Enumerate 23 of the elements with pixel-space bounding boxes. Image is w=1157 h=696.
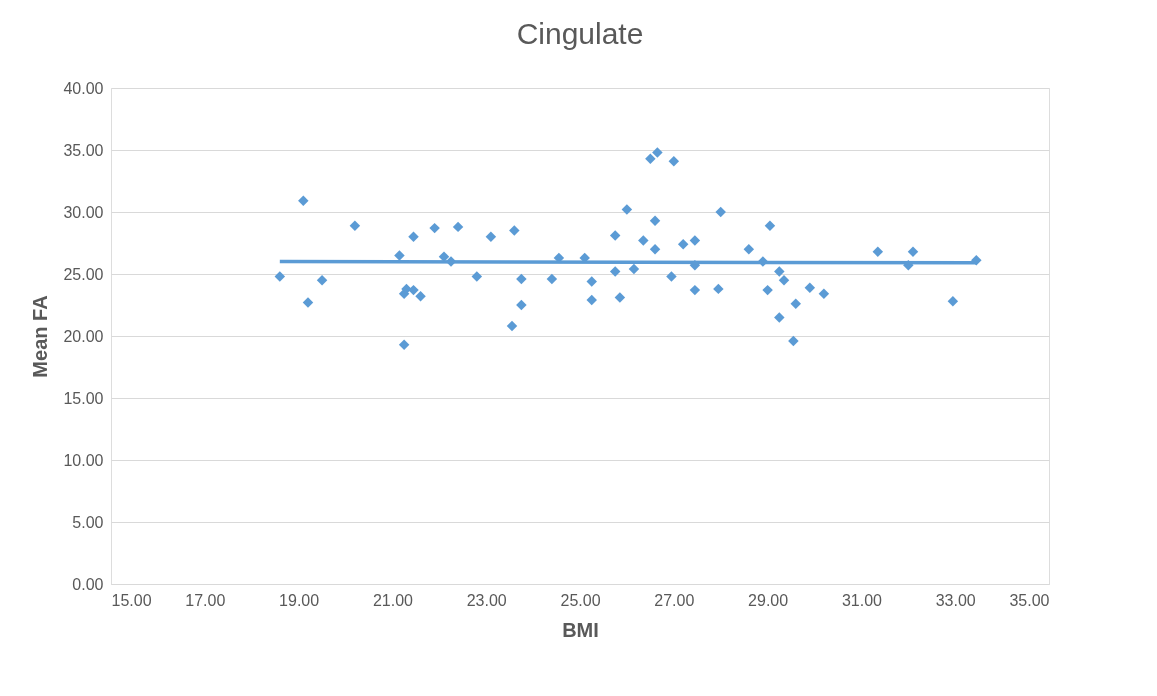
y-tick-label: 30.00 [63,203,104,221]
x-tick-label: 27.00 [654,591,695,609]
y-tick-label: 15.00 [63,389,104,407]
y-tick-label: 20.00 [63,327,104,345]
y-tick-label: 35.00 [63,141,104,159]
x-tick-label: 33.00 [935,591,976,609]
chart-title: Cingulate [516,17,644,50]
x-tick-label: 17.00 [185,591,226,609]
y-tick-label: 0.00 [72,575,104,593]
y-tick-label: 5.00 [72,513,104,531]
x-tick-label: 15.00 [111,591,152,609]
x-tick-label: 19.00 [279,591,320,609]
y-tick-label: 25.00 [63,265,104,283]
x-tick-label: 35.00 [1009,591,1050,609]
x-tick-label: 21.00 [372,591,414,609]
y-tick-label: 10.00 [63,451,104,469]
x-axis-title: BMI [562,618,599,641]
y-axis-title: Mean FA [29,295,52,378]
x-tick-label: 23.00 [466,591,507,609]
x-tick-label: 29.00 [748,591,789,609]
x-tick-label: 25.00 [560,591,601,609]
x-tick-label: 31.00 [841,591,883,609]
y-tick-label: 40.00 [63,79,104,97]
